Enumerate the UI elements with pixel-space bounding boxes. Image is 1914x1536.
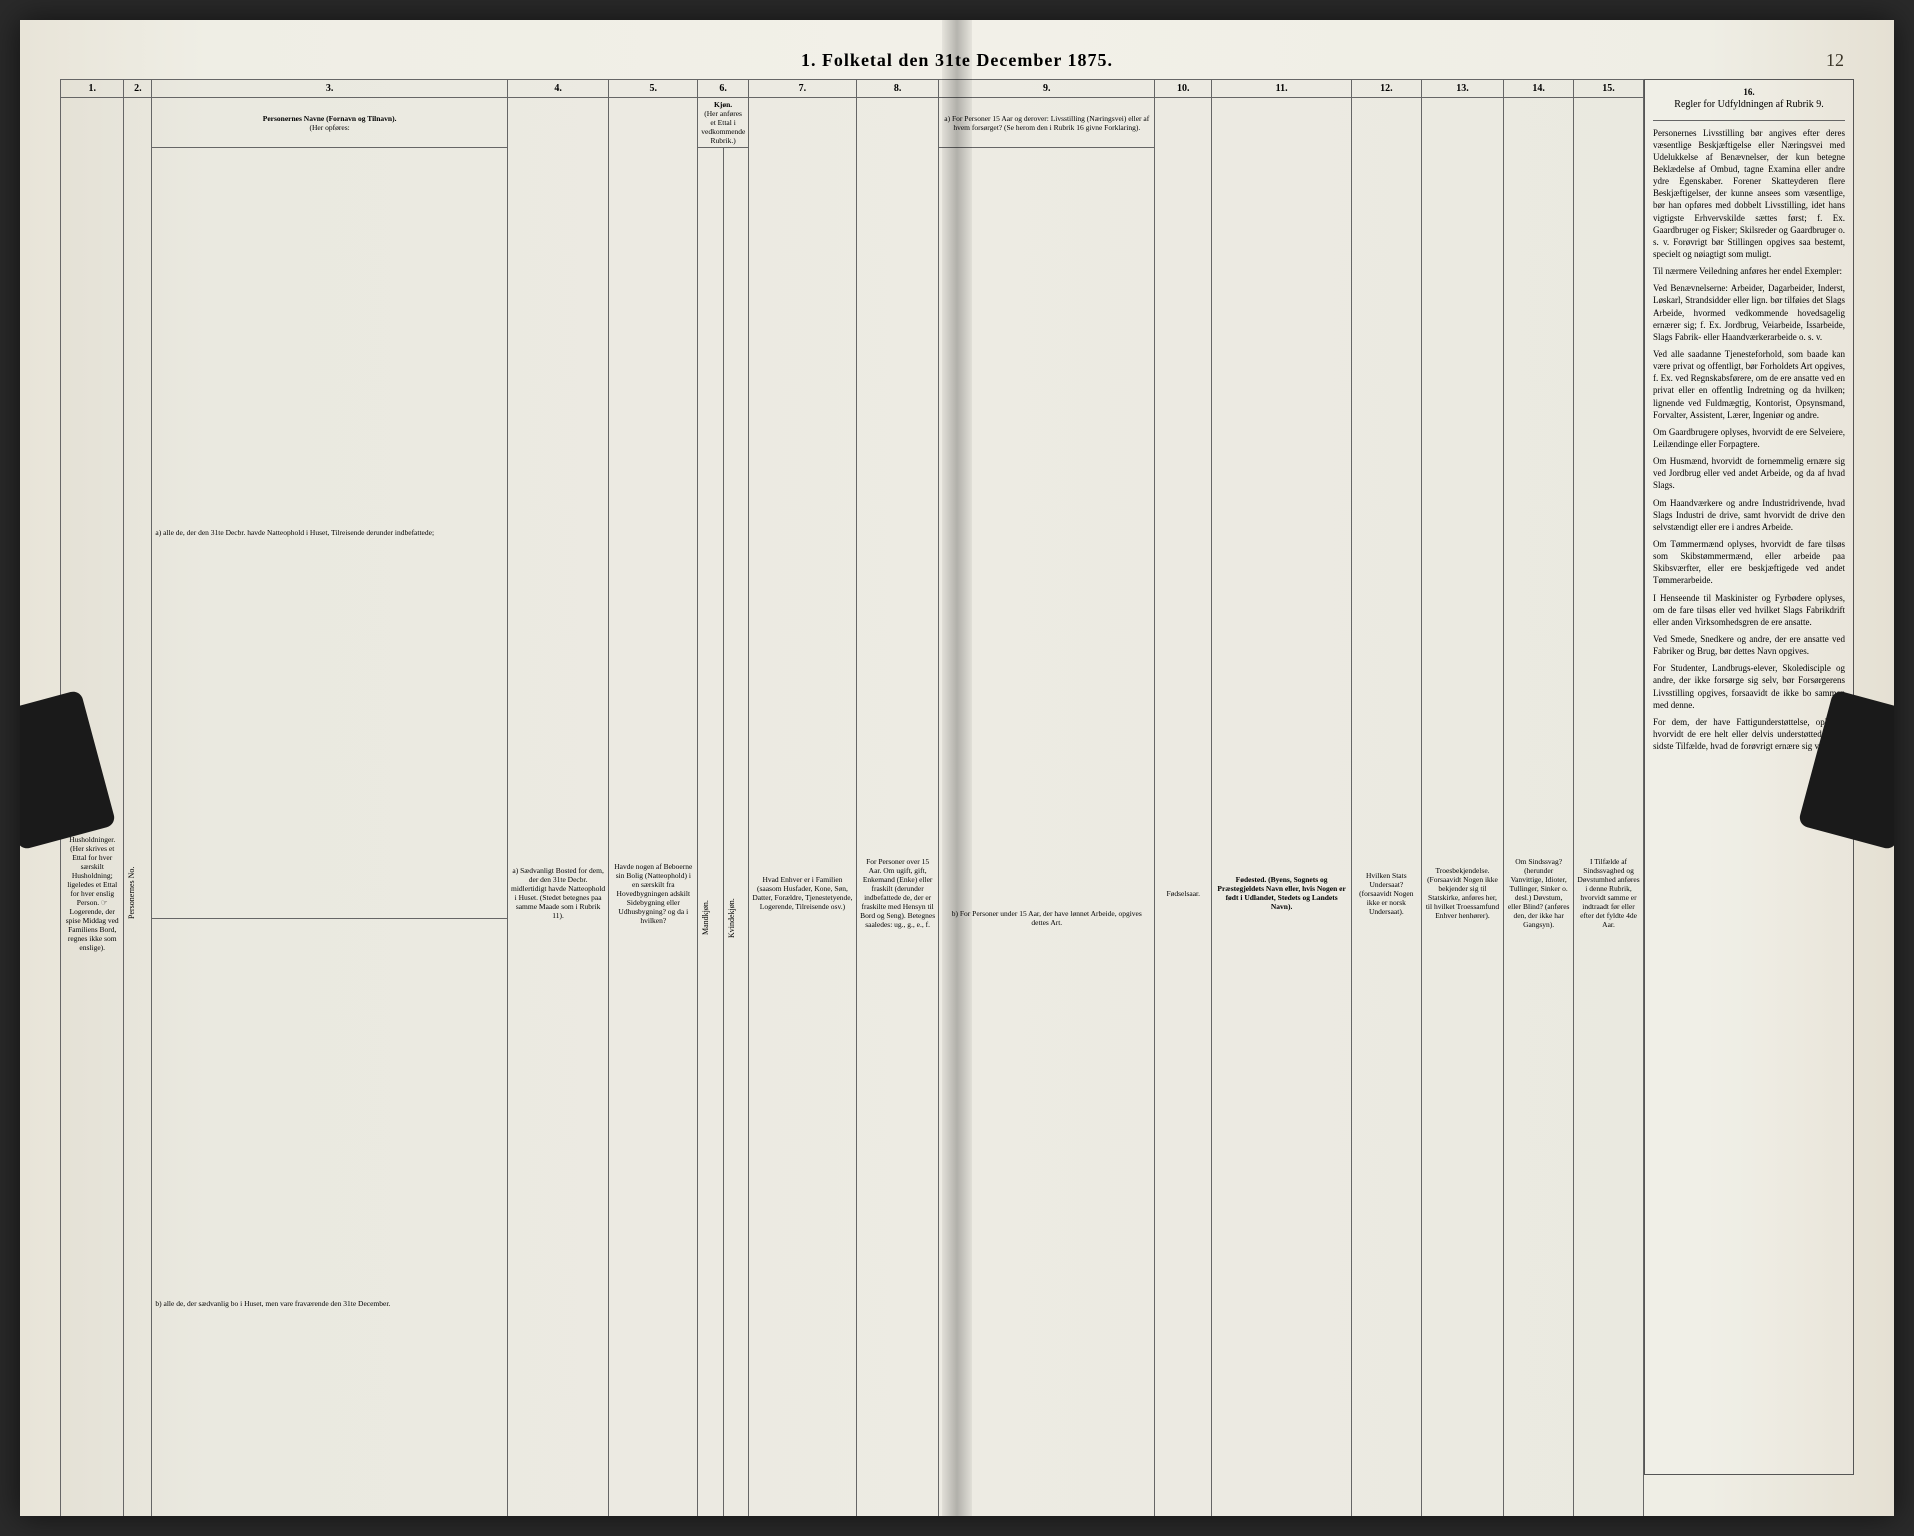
col-num: 15. bbox=[1574, 80, 1644, 98]
col-num: 12. bbox=[1351, 80, 1421, 98]
col-num: 6. bbox=[698, 80, 749, 98]
col-num: 2. bbox=[124, 80, 152, 98]
rules-para: Ved alle saadanne Tjenesteforhold, som b… bbox=[1653, 348, 1845, 421]
header-occupation-a: a) For Personer 15 Aar og derover: Livss… bbox=[939, 98, 1155, 148]
header-person-no: Personernes No. bbox=[124, 98, 152, 1517]
col-num: 4. bbox=[507, 80, 609, 98]
rules-para: Til nærmere Veiledning anføres her endel… bbox=[1653, 265, 1845, 277]
header-occupation-b: b) For Personer under 15 Aar, der have l… bbox=[939, 148, 1155, 1517]
header-religion: Troesbekjendelse. (Forsaavidt Nogen ikke… bbox=[1421, 98, 1504, 1517]
header-birthplace: Fødested. (Byens, Sognets og Præstegjeld… bbox=[1212, 98, 1352, 1517]
rules-para: Om Tømmermænd oplyses, hvorvidt de fare … bbox=[1653, 538, 1845, 587]
rules-para: For Studenter, Landbrugs-elever, Skoledi… bbox=[1653, 662, 1845, 711]
rules-para: Ved Smede, Snedkere og andre, der ere an… bbox=[1653, 633, 1845, 657]
rules-para: Om Haandværkere og andre Industridrivend… bbox=[1653, 497, 1845, 533]
col-num: 3. bbox=[152, 80, 507, 98]
header-names-title: Personernes Navne (Fornavn og Tilnavn). … bbox=[152, 98, 507, 148]
col-num: 8. bbox=[856, 80, 939, 98]
census-page: 12 1. Folketal den 31te December 1875. bbox=[20, 20, 1894, 1516]
header-row: Husholdninger. (Her skrives et Ettal for… bbox=[61, 98, 1644, 148]
header-disability-age: I Tilfælde af Sindssvaghed og Døvstumhed… bbox=[1574, 98, 1644, 1517]
rules-para: Om Gaardbrugere oplyses, hvorvidt de ere… bbox=[1653, 426, 1845, 450]
rules-title: Regler for Udfyldningen af Rubrik 9. bbox=[1653, 98, 1845, 112]
header-nationality: Hvilken Stats Undersaat? (forsaavidt Nog… bbox=[1351, 98, 1421, 1517]
header-sex-m: Mandkjøn. bbox=[698, 148, 723, 1517]
page-number: 12 bbox=[1818, 50, 1844, 71]
main-layout: 1. 2. 3. 4. 5. 6. 7. 8. 9. 10. 11. 12. 1… bbox=[60, 79, 1854, 1475]
header-disability: Om Sindssvag? (herunder Vanvittige, Idio… bbox=[1504, 98, 1574, 1517]
header-names-a: a) alle de, der den 31te Decbr. havde Na… bbox=[152, 148, 507, 919]
rules-para: For dem, der have Fattigunderstøttelse, … bbox=[1653, 716, 1845, 752]
col-num: 14. bbox=[1504, 80, 1574, 98]
rules-para: Ved Benævnelserne: Arbeider, Dagarbeider… bbox=[1653, 282, 1845, 343]
col-num: 7. bbox=[748, 80, 856, 98]
rules-para: Personernes Livsstilling bør angives eft… bbox=[1653, 127, 1845, 261]
column-number-row: 1. 2. 3. 4. 5. 6. 7. 8. 9. 10. 11. 12. 1… bbox=[61, 80, 1644, 98]
rules-col-num: 16. bbox=[1653, 86, 1845, 98]
col-num: 1. bbox=[61, 80, 124, 98]
header-residence: a) Sædvanligt Bosted for dem, der den 31… bbox=[507, 98, 609, 1517]
col-num: 13. bbox=[1421, 80, 1504, 98]
page-title: 1. Folketal den 31te December 1875. bbox=[60, 50, 1854, 71]
rules-para: Om Husmænd, hvorvidt de fornemmelig ernæ… bbox=[1653, 455, 1845, 491]
census-table: 1. 2. 3. 4. 5. 6. 7. 8. 9. 10. 11. 12. 1… bbox=[60, 79, 1644, 1516]
table-area: 1. 2. 3. 4. 5. 6. 7. 8. 9. 10. 11. 12. 1… bbox=[60, 79, 1644, 1475]
header-sex-f: Kvindekjøn. bbox=[723, 148, 748, 1517]
col-num: 9. bbox=[939, 80, 1155, 98]
rules-para: I Henseende til Maskinister og Fyrbødere… bbox=[1653, 592, 1845, 628]
header-sex: Kjøn. (Her anføres et Ettal i vedkommend… bbox=[698, 98, 749, 148]
header-outbuilding: Havde nogen af Beboerne sin Bolig (Natte… bbox=[609, 98, 698, 1517]
header-marital: For Personer over 15 Aar. Om ugift, gift… bbox=[856, 98, 939, 1517]
col-num: 5. bbox=[609, 80, 698, 98]
col-num: 10. bbox=[1155, 80, 1212, 98]
col-num: 11. bbox=[1212, 80, 1352, 98]
header-names-b: b) alle de, der sædvanlig bo i Huset, me… bbox=[152, 918, 507, 1516]
header-family: Hvad Enhver er i Familien (saasom Husfad… bbox=[748, 98, 856, 1517]
header-birthyear: Fødselsaar. bbox=[1155, 98, 1212, 1517]
